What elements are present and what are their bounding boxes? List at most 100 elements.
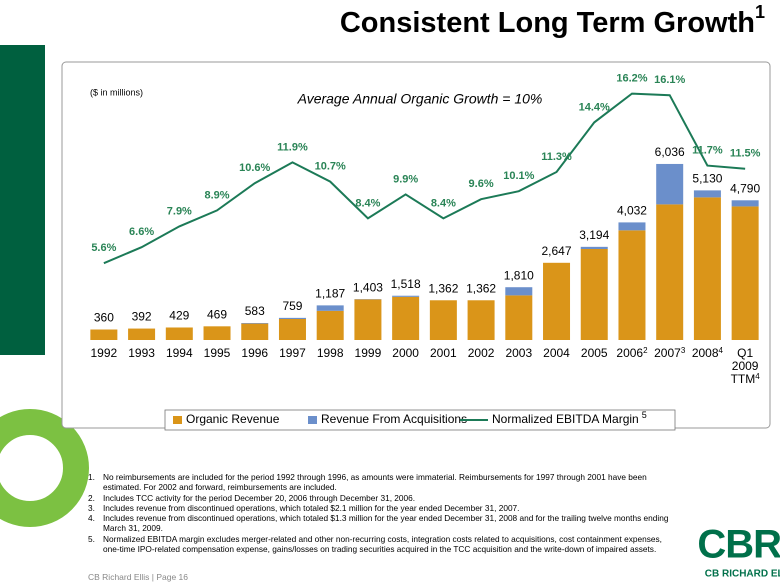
total-label: 1,362 (428, 281, 458, 295)
bar-segment (731, 206, 759, 340)
footnote: 3. Includes revenue from discontinued ope… (88, 503, 678, 513)
footnote-number: 5. (88, 533, 95, 544)
bar-segment (580, 249, 608, 340)
x-tick-label: 2004 (538, 347, 576, 360)
category-text: 1998 (316, 346, 344, 360)
bar-segment (241, 323, 269, 340)
bar-segment (656, 163, 684, 205)
bar-segment (90, 329, 118, 340)
bar-segment (316, 305, 344, 311)
category-text: 1993 (128, 346, 155, 360)
footnote: 4. Includes revenue from discontinued ope… (88, 513, 678, 534)
total-label: 2,647 (542, 244, 572, 258)
margin-line (103, 92, 746, 265)
bar-segment (354, 299, 382, 340)
footnote-number: 1. (88, 472, 95, 482)
x-tick-label: 2002 (462, 347, 500, 360)
total-label: 6,036 (655, 145, 685, 159)
total-label: 360 (94, 311, 114, 325)
bar-segment (278, 317, 306, 319)
footnote-text: No reimbursements are included for the p… (103, 472, 647, 493)
legend-box (164, 409, 676, 431)
x-tick-label: 1995 (198, 347, 236, 360)
margin-label: 5.6% (91, 242, 116, 254)
category-text: 1996 (241, 346, 269, 360)
margin-label: 7.9% (167, 205, 192, 217)
bar-segment (467, 300, 495, 340)
x-tick-label: 20062 (613, 347, 651, 360)
margin-label: 6.6% (129, 226, 154, 238)
category-superscript: 3 (680, 346, 686, 355)
x-tick-label: 2001 (424, 347, 462, 360)
total-label: 583 (245, 304, 265, 318)
category-text: 2004 (543, 346, 570, 360)
bar-segment (580, 246, 608, 249)
total-label: 1,362 (466, 281, 496, 295)
bar-segment (656, 204, 684, 340)
category-text: Q1 2009 TTM (730, 346, 759, 386)
x-tick-label: 2000 (387, 347, 425, 360)
category-text: 1997 (279, 346, 306, 360)
bar-segment (543, 262, 571, 340)
total-label: 469 (207, 307, 227, 321)
ring-decoration (0, 409, 89, 527)
bar-segment (429, 300, 457, 340)
footnote: 2. Includes TCC activity for the period D… (88, 493, 678, 503)
total-label: 1,187 (315, 287, 345, 301)
annotation: Average Annual Organic Growth = 10% (297, 91, 543, 107)
total-label: 1,810 (504, 268, 534, 282)
subtitle: ($ in millions) (90, 87, 143, 97)
total-label: 5,130 (692, 172, 722, 186)
x-tick-label: 20073 (651, 347, 689, 360)
x-tick-label: 1996 (236, 347, 274, 360)
bar-segment (203, 326, 231, 340)
bar-segment (392, 296, 420, 340)
category-text: 2008 (691, 346, 719, 360)
legend-swatch (308, 416, 317, 424)
footnotes: 1. No reimbursements are included for the… (88, 472, 678, 554)
x-tick-label: Q1 2009 TTM4 (726, 347, 764, 386)
legend-label: Normalized EBITDA Margin 5 (492, 410, 647, 426)
total-label: 4,032 (617, 204, 647, 218)
total-label: 392 (132, 310, 152, 324)
x-tick-label: 20084 (688, 347, 726, 360)
footnote-text: Normalized EBITDA margin excludes merger… (103, 533, 662, 555)
x-tick-label: 1997 (273, 347, 311, 360)
x-tick-label: 2003 (500, 347, 538, 360)
category-text: 1995 (203, 346, 231, 360)
legend-text: Revenue From Acquisitions (321, 412, 467, 426)
bar-segment (241, 322, 269, 324)
bar-segment (505, 287, 533, 296)
logo-sub: CB RICHARD ELLIS (705, 569, 780, 580)
bar-segment (505, 295, 533, 340)
total-label: 1,403 (353, 280, 383, 294)
margin-label: 10.6% (239, 162, 270, 174)
margin-label: 10.7% (315, 161, 346, 173)
category-text: 1994 (165, 346, 193, 360)
total-label: 4,790 (730, 181, 760, 195)
margin-label: 9.6% (469, 178, 494, 190)
category-text: 2003 (505, 346, 533, 360)
margin-label: 11.7% (692, 145, 723, 157)
logo-main: CBRE (697, 523, 780, 567)
bar-segment (693, 190, 721, 198)
margin-label: 14.4% (579, 101, 610, 113)
bar-segment (392, 295, 420, 297)
margin-label: 8.9% (204, 189, 229, 201)
x-tick-label: 1994 (160, 347, 198, 360)
footnote-number: 4. (88, 513, 95, 524)
margin-label: 11.5% (730, 148, 761, 160)
bar-segment (618, 222, 646, 231)
category-text: 2007 (654, 346, 681, 360)
category-text: 1999 (354, 346, 382, 360)
bar-segment (278, 319, 306, 340)
footnote-text: Includes revenue from discontinued opera… (103, 502, 520, 513)
total-label: 3,194 (579, 228, 609, 242)
category-superscript: 2 (643, 346, 648, 355)
title: Consistent Long Term Growth1 (340, 2, 765, 39)
footnote-number: 3. (88, 502, 95, 513)
category-text: 2000 (392, 346, 419, 360)
footnote-text: Includes TCC activity for the period Dec… (103, 492, 416, 503)
side-band (0, 45, 45, 355)
